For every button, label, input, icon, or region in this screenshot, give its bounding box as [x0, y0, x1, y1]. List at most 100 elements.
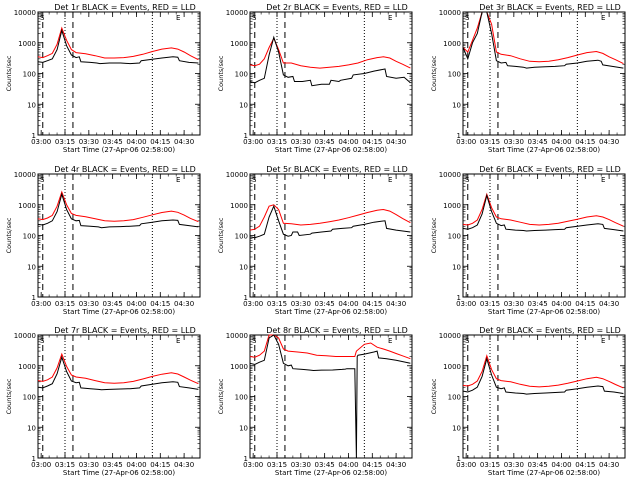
- x-tick-label: 03:15: [480, 461, 500, 469]
- legend-letter: E: [601, 176, 605, 184]
- panel-title: Det 2r BLACK = Events, RED = LLD: [266, 3, 408, 12]
- x-tick-label: 03:15: [55, 300, 75, 308]
- plot-frame: [249, 334, 413, 459]
- lld-series-line: [37, 190, 199, 223]
- x-tick-label: 04:00: [551, 300, 571, 308]
- events-series-line: [462, 193, 624, 232]
- x-axis-label: Start Time (27-Apr-06 02:58:00): [488, 308, 600, 316]
- panel-title: Det 1r BLACK = Events, RED = LLD: [54, 3, 196, 12]
- x-axis-label: Start Time (27-Apr-06 02:58:00): [488, 469, 600, 477]
- panel-title: Det 7r BLACK = Events, RED = LLD: [54, 326, 196, 335]
- y-tick-label: 10: [27, 263, 36, 271]
- panel-title: Det 3r BLACK = Events, RED = LLD: [479, 3, 621, 12]
- y-tick-label: 10: [239, 263, 248, 271]
- x-tick-label: 04:30: [174, 461, 194, 469]
- legend-letter: E: [601, 337, 605, 345]
- y-tick-label: 10: [239, 101, 248, 109]
- panel-title: Det 6r BLACK = Events, RED = LLD: [479, 165, 621, 174]
- lld-series-line: [249, 334, 411, 360]
- plot-frame: [462, 11, 626, 136]
- x-tick-label: 04:15: [575, 461, 595, 469]
- x-tick-label: 03:45: [528, 300, 548, 308]
- events-series-line: [462, 356, 624, 395]
- y-tick-label: 100: [23, 394, 36, 402]
- x-tick-label: 04:00: [338, 300, 358, 308]
- y-tick-label: 10000: [14, 171, 36, 179]
- y-tick-label: 100: [235, 233, 248, 241]
- x-tick-label: 04:00: [126, 138, 146, 146]
- y-tick-label: 100: [23, 233, 36, 241]
- panel-title: Det 5r BLACK = Events, RED = LLD: [266, 165, 408, 174]
- x-tick-label: 03:00: [31, 138, 51, 146]
- x-tick-label: 04:00: [338, 138, 358, 146]
- y-tick-label: 1000: [18, 40, 36, 48]
- y-tick-label: 10: [452, 263, 461, 271]
- x-tick-label: 03:45: [315, 461, 335, 469]
- x-tick-label: 04:00: [551, 461, 571, 469]
- y-axis-label: Counts/sec: [430, 55, 438, 91]
- y-axis-label: Counts/sec: [430, 378, 438, 414]
- x-axis-label: Start Time (27-Apr-06 02:58:00): [63, 146, 175, 154]
- x-tick-label: 04:00: [551, 138, 571, 146]
- x-tick-label: 03:30: [291, 300, 311, 308]
- legend-letter: E: [176, 337, 180, 345]
- x-tick-label: 04:30: [174, 138, 194, 146]
- x-tick-label: 03:45: [103, 461, 123, 469]
- y-tick-label: 10000: [439, 332, 461, 340]
- x-axis-label: Start Time (27-Apr-06 02:58:00): [275, 308, 387, 316]
- lld-series-line: [37, 26, 199, 61]
- y-axis-label: Counts/sec: [217, 217, 225, 253]
- y-tick-label: 1000: [18, 363, 36, 371]
- plot-frame: [462, 334, 626, 459]
- y-tick-label: 1: [244, 132, 248, 140]
- panel-title: Det 8r BLACK = Events, RED = LLD: [266, 326, 408, 335]
- x-tick-label: 04:15: [575, 300, 595, 308]
- y-axis-label: Counts/sec: [5, 55, 13, 91]
- x-tick-label: 04:00: [126, 300, 146, 308]
- x-axis-label: Start Time (27-Apr-06 02:58:00): [63, 469, 175, 477]
- x-tick-label: 03:30: [504, 461, 524, 469]
- x-axis-label: Start Time (27-Apr-06 02:58:00): [63, 308, 175, 316]
- lld-series-line: [462, 11, 624, 65]
- x-tick-label: 04:15: [150, 300, 170, 308]
- y-axis-label: Counts/sec: [217, 378, 225, 414]
- x-tick-label: 03:45: [528, 461, 548, 469]
- y-tick-label: 100: [23, 71, 36, 79]
- y-tick-label: 100: [448, 394, 461, 402]
- y-tick-label: 1: [244, 294, 248, 302]
- legend-letter: E: [388, 176, 392, 184]
- x-tick-label: 03:00: [31, 461, 51, 469]
- y-tick-label: 10000: [226, 171, 248, 179]
- x-tick-label: 03:45: [315, 300, 335, 308]
- events-series-line: [37, 192, 199, 229]
- y-tick-label: 1: [457, 294, 461, 302]
- events-series-line: [37, 28, 199, 65]
- x-tick-label: 03:30: [504, 138, 524, 146]
- legend-letter: E: [601, 14, 605, 22]
- x-tick-label: 04:30: [599, 461, 619, 469]
- x-tick-label: 03:00: [456, 461, 476, 469]
- x-tick-label: 04:15: [150, 138, 170, 146]
- y-tick-label: 10: [452, 101, 461, 109]
- legend-letter: E: [388, 337, 392, 345]
- y-tick-label: 10: [239, 424, 248, 432]
- panel-title: Det 9r BLACK = Events, RED = LLD: [479, 326, 621, 335]
- y-tick-label: 1: [32, 455, 36, 463]
- x-tick-label: 03:45: [315, 138, 335, 146]
- x-tick-label: 03:00: [31, 300, 51, 308]
- y-tick-label: 100: [448, 71, 461, 79]
- x-tick-label: 04:30: [599, 300, 619, 308]
- lld-series-line: [462, 354, 624, 389]
- plot-frame: [249, 173, 413, 298]
- y-axis-label: Counts/sec: [5, 378, 13, 414]
- x-tick-label: 03:00: [243, 461, 263, 469]
- y-tick-label: 10000: [439, 9, 461, 17]
- x-tick-label: 03:30: [79, 138, 99, 146]
